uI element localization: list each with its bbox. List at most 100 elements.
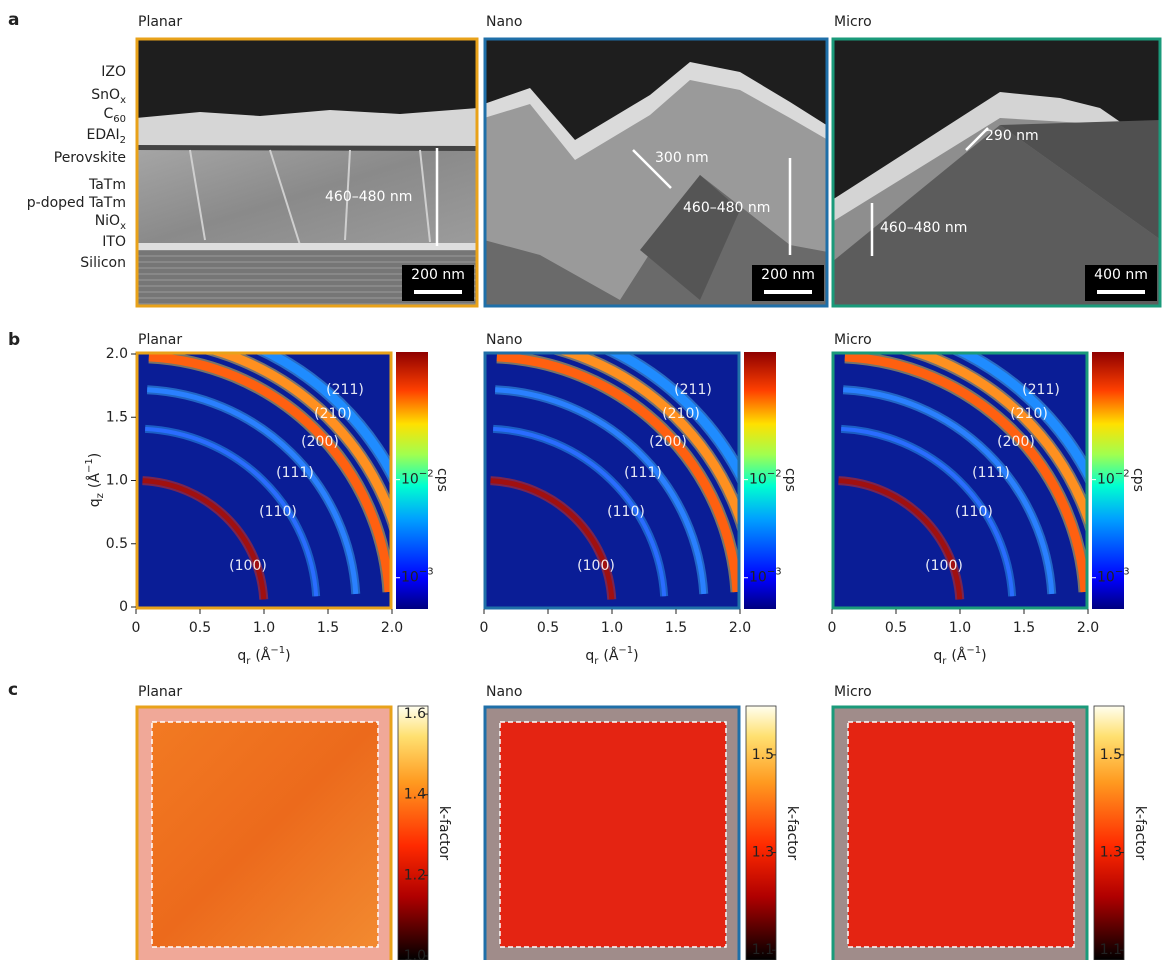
x-tick-label: 1.5 xyxy=(317,620,339,636)
x-axis-label-part: r xyxy=(942,656,947,667)
x-axis-label: qr (Å−1) xyxy=(933,645,986,667)
layer-label-part: C xyxy=(103,106,113,122)
x-axis-label-part: ) xyxy=(285,648,290,664)
peak-label: (211) xyxy=(326,382,364,398)
giwaxs-image: (100)(110)(111)(200)(210)(211) xyxy=(832,321,1121,609)
layer-label-part: 60 xyxy=(113,114,126,125)
sem-feature xyxy=(136,145,478,151)
x-tick-label: 1.0 xyxy=(949,620,971,636)
plot-title: Planar xyxy=(138,332,182,348)
layer-label-part: ITO xyxy=(102,234,126,250)
x-axis-label-part: −1 xyxy=(270,645,285,656)
y-axis-label-part: z xyxy=(95,493,106,498)
colorbar-tick-label: 10−3 xyxy=(401,567,434,586)
giwaxs-image: (100)(110)(111)(200)(210)(211) xyxy=(136,321,425,609)
peak-label: (100) xyxy=(577,558,615,574)
layer-label-part: p-doped TaTm xyxy=(27,195,126,211)
perovskite xyxy=(136,140,478,246)
layer-label: NiOx xyxy=(95,213,126,232)
colorbar-label: cps xyxy=(434,468,450,492)
peak-label: (110) xyxy=(607,504,645,520)
y-tick-label: 1.0 xyxy=(106,473,128,489)
layer-label-part: TaTm xyxy=(88,177,126,193)
peak-label: (200) xyxy=(997,434,1035,450)
layer-label-part: NiO xyxy=(95,213,120,229)
peak-label: (200) xyxy=(301,434,339,450)
colorbar-tick-label: 1.0 xyxy=(404,948,426,960)
y-axis-label-part: ) xyxy=(87,453,103,458)
colorbar xyxy=(746,706,776,960)
layer-label: EDAI2 xyxy=(87,127,126,146)
colorbar-tick-label-part: −3 xyxy=(767,567,782,578)
x-tick-label: 0.5 xyxy=(189,620,211,636)
colorbar-tick-label: 10−3 xyxy=(1097,567,1130,586)
k-factor-map xyxy=(848,722,1074,947)
colorbar-label: k-factor xyxy=(1132,806,1148,860)
x-tick-label: 0.5 xyxy=(537,620,559,636)
x-axis-label-part: (Å xyxy=(951,647,966,664)
layer-label-part: Silicon xyxy=(80,255,126,271)
x-tick-label: 0.5 xyxy=(885,620,907,636)
x-axis-label-part: −1 xyxy=(966,645,981,656)
colorbar-tick-label: 10−2 xyxy=(401,469,434,488)
x-axis-label-part: (Å xyxy=(255,647,270,664)
x-axis-label-part: q xyxy=(933,648,942,664)
image-title: Nano xyxy=(486,14,523,30)
colorbar-tick-label: 1.3 xyxy=(752,845,774,861)
peak-label: (210) xyxy=(314,406,352,422)
colorbar-tick-label-part: 10 xyxy=(1097,472,1115,488)
peak-label: (111) xyxy=(624,465,662,481)
layer-label: SnOx xyxy=(91,87,126,106)
colorbar-tick-label: 1.3 xyxy=(1100,845,1122,861)
x-tick-label: 0 xyxy=(132,620,141,636)
x-axis-label-part: ) xyxy=(633,648,638,664)
thickness-label: 300 nm xyxy=(655,150,709,166)
colorbar-tick-label: 1.6 xyxy=(404,706,426,722)
thickness-label: 460–480 nm xyxy=(325,189,412,205)
plot-title: Micro xyxy=(834,332,872,348)
x-axis-label-part: q xyxy=(585,648,594,664)
layer-label-part: x xyxy=(120,95,126,106)
thickness-label: 460–480 nm xyxy=(880,220,967,236)
x-axis-label-part: ) xyxy=(981,648,986,664)
colorbar-tick-label-part: 10 xyxy=(749,472,767,488)
colorbar-label: cps xyxy=(782,468,798,492)
y-tick-label: 0.5 xyxy=(106,536,128,552)
panel-letter: a xyxy=(8,10,19,30)
colorbar-tick-label: 10−3 xyxy=(749,567,782,586)
colorbar-tick-label: 1.4 xyxy=(404,787,426,803)
x-tick-label: 1.5 xyxy=(665,620,687,636)
colorbar-tick-label-part: −3 xyxy=(1115,567,1130,578)
plot-title: Nano xyxy=(486,332,523,348)
peak-label: (211) xyxy=(1022,382,1060,398)
layer-label-part: Perovskite xyxy=(54,150,126,166)
colorbar-tick-label-part: 10 xyxy=(401,570,419,586)
k-factor-map xyxy=(500,722,726,947)
sem-image: 300 nm460–480 nm200 nm xyxy=(484,38,828,307)
colorbar-tick-label: 1.5 xyxy=(752,747,774,763)
colorbar-tick-label: 10−2 xyxy=(1097,469,1130,488)
colorbar xyxy=(398,706,428,960)
colorbar-tick-label: 1.5 xyxy=(1100,747,1122,763)
x-axis-label-part: −1 xyxy=(618,645,633,656)
x-tick-label: 2.0 xyxy=(729,620,751,636)
image-title: Planar xyxy=(138,14,182,30)
giwaxs-image: (100)(110)(111)(200)(210)(211) xyxy=(484,321,773,609)
colorbar-tick-label: 10−2 xyxy=(749,469,782,488)
x-tick-label: 1.5 xyxy=(1013,620,1035,636)
layer-label: Perovskite xyxy=(54,150,126,166)
peak-label: (210) xyxy=(1010,406,1048,422)
colorbar-label: cps xyxy=(1130,468,1146,492)
y-tick-label: 1.5 xyxy=(106,409,128,425)
scale-bar-label: 200 nm xyxy=(411,267,465,283)
thickness-label: 290 nm xyxy=(985,128,1039,144)
layer-label-part: SnO xyxy=(91,87,120,103)
x-tick-label: 1.0 xyxy=(253,620,275,636)
ito xyxy=(136,243,478,250)
sem-image: 460–480 nm 200 nm xyxy=(136,38,478,307)
colorbar-tick-label-part: 10 xyxy=(1097,570,1115,586)
colorbar xyxy=(1094,706,1124,960)
x-axis-label-part: q xyxy=(237,648,246,664)
colorbar-tick-label: 1.1 xyxy=(1100,942,1122,958)
peak-label: (110) xyxy=(955,504,993,520)
